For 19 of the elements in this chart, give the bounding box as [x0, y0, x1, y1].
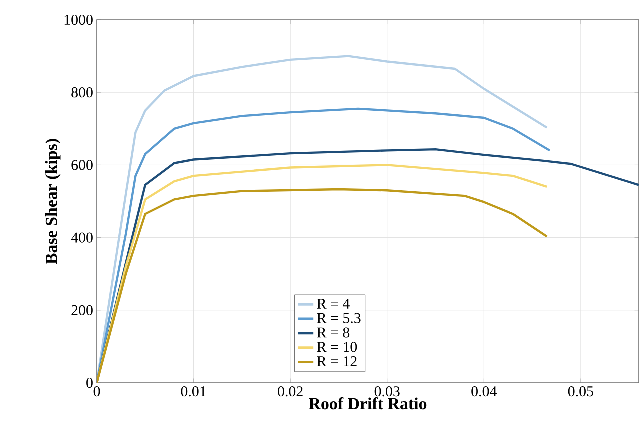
- y-tick-label: 200: [72, 305, 93, 316]
- legend-label: R = 5.3: [317, 313, 361, 324]
- x-axis-title: Roof Drift Ratio: [309, 398, 427, 410]
- legend-label: R = 12: [317, 356, 357, 366]
- x-tick-label: 0.02: [278, 386, 303, 397]
- y-axis-title: Base Shear (kips): [45, 139, 61, 264]
- y-tick-label: 1000: [64, 14, 93, 26]
- x-tick-label: 0: [94, 386, 100, 397]
- legend-label: R = 4: [317, 299, 350, 309]
- y-tick-label: 400: [71, 232, 93, 243]
- x-tick-label: 0.01: [181, 386, 206, 397]
- x-tick-label: 0.05: [568, 386, 594, 397]
- legend-label: R = 10: [317, 342, 358, 352]
- legend-label: R = 8: [317, 328, 350, 338]
- x-tick-label: 0.04: [472, 386, 497, 397]
- y-tick-label: 800: [72, 88, 93, 98]
- y-tick-label: 600: [72, 160, 93, 170]
- y-tick-label: 0: [86, 378, 93, 388]
- x-tick-label: 0.03: [374, 386, 400, 397]
